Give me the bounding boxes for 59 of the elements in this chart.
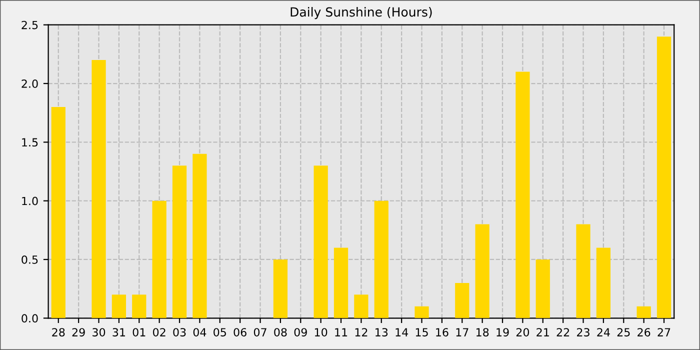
bar bbox=[132, 294, 146, 318]
y-tick-label: 0.5 bbox=[22, 255, 38, 264]
chart-title: Daily Sunshine (Hours) bbox=[290, 7, 432, 20]
y-tick-label: 2.0 bbox=[22, 79, 38, 88]
x-tick-label: 26 bbox=[638, 328, 650, 336]
x-tick-label: 10 bbox=[314, 328, 328, 336]
x-tick-label: 16 bbox=[436, 328, 448, 336]
bar bbox=[516, 72, 530, 318]
x-tick-label: 14 bbox=[396, 328, 408, 336]
x-tick-label: 15 bbox=[416, 328, 428, 336]
bar bbox=[536, 259, 550, 318]
y-tick-label: 2.5 bbox=[22, 20, 38, 30]
y-tick-label: 1.5 bbox=[22, 138, 38, 147]
bar bbox=[475, 224, 490, 318]
x-tick-label: 24 bbox=[597, 328, 610, 336]
bar bbox=[92, 60, 106, 318]
x-tick-label: 29 bbox=[72, 328, 85, 336]
bar bbox=[112, 294, 126, 318]
bar bbox=[374, 200, 388, 318]
x-tick-label: 18 bbox=[476, 328, 489, 336]
x-tick-label: 04 bbox=[193, 328, 206, 336]
x-tick-label: 23 bbox=[577, 328, 590, 336]
x-tick-label: 25 bbox=[617, 328, 630, 336]
x-tick-label: 01 bbox=[132, 328, 146, 336]
bar bbox=[636, 306, 651, 318]
bar bbox=[51, 106, 66, 318]
x-tick-label: 08 bbox=[274, 328, 287, 336]
bar bbox=[273, 259, 288, 318]
bar bbox=[354, 294, 368, 318]
x-tick-label: 09 bbox=[294, 328, 307, 336]
x-tick-label: 30 bbox=[92, 328, 106, 336]
bar bbox=[596, 248, 611, 318]
bar bbox=[314, 166, 328, 318]
x-tick-label: 20 bbox=[516, 328, 530, 336]
x-tick-label: 05 bbox=[214, 328, 226, 336]
x-tick-label: 03 bbox=[173, 328, 186, 336]
bar bbox=[576, 224, 590, 318]
x-tick-label: 22 bbox=[556, 328, 570, 336]
bar bbox=[334, 248, 348, 318]
x-tick-label: 13 bbox=[376, 328, 388, 336]
bar bbox=[414, 306, 429, 318]
bar bbox=[192, 154, 207, 318]
bar bbox=[455, 282, 470, 318]
y-tick-label: 1.0 bbox=[22, 196, 38, 206]
x-tick-label: 21 bbox=[536, 328, 549, 336]
x-tick-label: 11 bbox=[335, 328, 348, 336]
x-tick-label: 12 bbox=[355, 328, 368, 336]
x-tick-label: 07 bbox=[254, 328, 266, 336]
x-tick-label: 19 bbox=[496, 328, 509, 336]
x-tick-label: 28 bbox=[52, 328, 65, 336]
x-tick-label: 17 bbox=[456, 328, 468, 336]
x-tick-label: 02 bbox=[152, 328, 166, 336]
bar bbox=[152, 200, 166, 318]
x-tick-label: 06 bbox=[234, 328, 246, 336]
bar bbox=[172, 166, 187, 318]
bar bbox=[656, 36, 672, 318]
x-tick-label: 27 bbox=[658, 328, 670, 336]
x-tick-label: 31 bbox=[112, 328, 125, 336]
y-tick-label: 0.0 bbox=[22, 314, 38, 323]
